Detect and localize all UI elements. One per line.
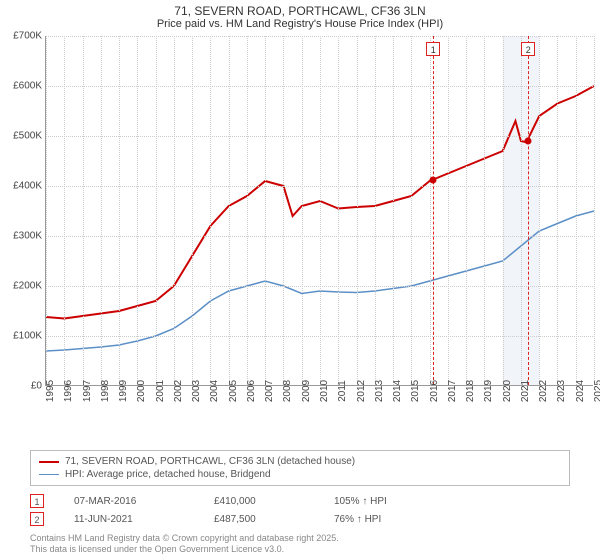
gridline-v xyxy=(210,36,211,385)
gridline-v xyxy=(576,36,577,385)
transaction-id-box: 2 xyxy=(30,512,44,526)
legend-swatch-0 xyxy=(39,461,59,463)
gridline-v xyxy=(594,36,595,385)
gridline-v xyxy=(448,36,449,385)
gridline-v xyxy=(503,36,504,385)
gridline-v xyxy=(557,36,558,385)
gridline-v xyxy=(137,36,138,385)
transaction-date: 11-JUN-2021 xyxy=(74,514,184,525)
gridline-v xyxy=(283,36,284,385)
chart-subtitle: Price paid vs. HM Land Registry's House … xyxy=(0,18,600,36)
gridline-v xyxy=(320,36,321,385)
legend-swatch-1 xyxy=(39,474,59,476)
y-tick-label: £700K xyxy=(0,31,42,42)
transaction-diff: 105% ↑ HPI xyxy=(334,496,387,507)
y-tick-label: £400K xyxy=(0,181,42,192)
marker-line-1 xyxy=(433,36,434,385)
gridline-v xyxy=(229,36,230,385)
marker-line-2 xyxy=(528,36,529,385)
gridline-v xyxy=(247,36,248,385)
transaction-row: 1 07-MAR-2016 £410,000 105% ↑ HPI xyxy=(30,492,570,510)
y-tick-label: £600K xyxy=(0,81,42,92)
marker-box-1: 1 xyxy=(426,42,440,56)
transaction-diff: 76% ↑ HPI xyxy=(334,514,381,525)
gridline-v xyxy=(521,36,522,385)
y-tick-label: £300K xyxy=(0,231,42,242)
legend-label-0: 71, SEVERN ROAD, PORTHCAWL, CF36 3LN (de… xyxy=(65,456,355,467)
transaction-id-box: 1 xyxy=(30,494,44,508)
gridline-v xyxy=(265,36,266,385)
marker-box-2: 2 xyxy=(521,42,535,56)
gridline-v xyxy=(83,36,84,385)
plot-area: 12 xyxy=(45,36,593,386)
y-tick-label: £0 xyxy=(0,381,42,392)
marker-dot-2 xyxy=(525,138,532,145)
transaction-date: 07-MAR-2016 xyxy=(74,496,184,507)
transaction-price: £487,500 xyxy=(214,514,304,525)
transaction-row: 2 11-JUN-2021 £487,500 76% ↑ HPI xyxy=(30,510,570,528)
gridline-v xyxy=(302,36,303,385)
gridline-v xyxy=(539,36,540,385)
transaction-price: £410,000 xyxy=(214,496,304,507)
gridline-v xyxy=(411,36,412,385)
gridline-v xyxy=(357,36,358,385)
gridline-v xyxy=(375,36,376,385)
y-tick-label: £100K xyxy=(0,331,42,342)
y-tick-label: £200K xyxy=(0,281,42,292)
chart-title: 71, SEVERN ROAD, PORTHCAWL, CF36 3LN xyxy=(0,0,600,18)
chart-area: £0£100K£200K£300K£400K£500K£600K£700K 12… xyxy=(0,36,600,416)
gridline-v xyxy=(466,36,467,385)
legend-box: 71, SEVERN ROAD, PORTHCAWL, CF36 3LN (de… xyxy=(30,450,570,486)
legend: 71, SEVERN ROAD, PORTHCAWL, CF36 3LN (de… xyxy=(30,450,570,528)
gridline-v xyxy=(156,36,157,385)
gridline-v xyxy=(101,36,102,385)
gridline-v xyxy=(46,36,47,385)
gridline-v xyxy=(484,36,485,385)
legend-item-1: HPI: Average price, detached house, Brid… xyxy=(39,468,561,481)
gridline-v xyxy=(119,36,120,385)
transactions-list: 1 07-MAR-2016 £410,000 105% ↑ HPI 2 11-JUN-20… xyxy=(30,492,570,528)
footer-line-2: This data is licensed under the Open Gov… xyxy=(30,544,339,556)
gridline-v xyxy=(430,36,431,385)
marker-dot-1 xyxy=(430,177,437,184)
gridline-v xyxy=(64,36,65,385)
legend-item-0: 71, SEVERN ROAD, PORTHCAWL, CF36 3LN (de… xyxy=(39,455,561,468)
gridline-v xyxy=(174,36,175,385)
y-tick-label: £500K xyxy=(0,131,42,142)
footer-line-1: Contains HM Land Registry data © Crown c… xyxy=(30,533,339,545)
gridline-v xyxy=(192,36,193,385)
legend-label-1: HPI: Average price, detached house, Brid… xyxy=(65,469,271,480)
footer: Contains HM Land Registry data © Crown c… xyxy=(30,533,339,556)
gridline-v xyxy=(338,36,339,385)
x-tick-label: 2025 xyxy=(593,380,600,402)
gridline-v xyxy=(393,36,394,385)
